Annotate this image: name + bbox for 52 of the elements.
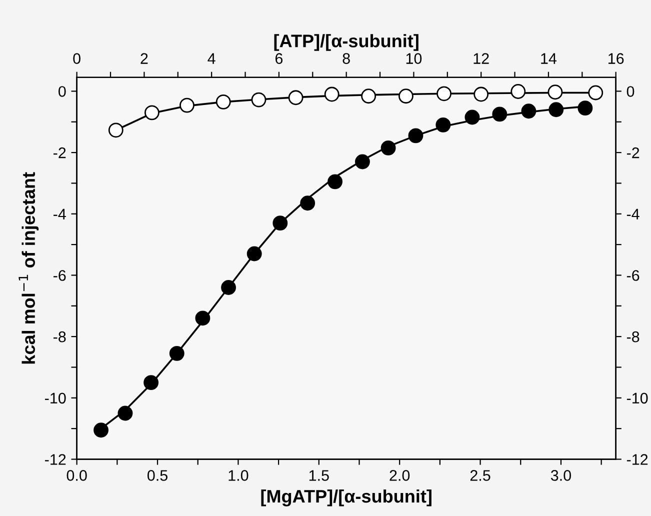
- point: [492, 106, 508, 122]
- x-tick-label: 2.0: [390, 470, 410, 481]
- y-tick-label: -10: [45, 392, 66, 404]
- point: [548, 102, 564, 118]
- x2-tick-label: 0: [73, 53, 80, 64]
- x2-tick-label: 14: [541, 53, 557, 64]
- x-tick-label: 0.0: [66, 470, 87, 481]
- point: [355, 154, 370, 170]
- y-tick-label: -6: [53, 270, 66, 281]
- x2-axis-title: [ATP]/[α-subunit]: [274, 34, 418, 51]
- y-tick-label: -4: [53, 208, 66, 220]
- x-tick-label: 1.0: [228, 470, 248, 481]
- point: [521, 104, 536, 119]
- x-tick-label: 1.5: [309, 470, 329, 481]
- x-tick-label: 2.5: [470, 470, 490, 481]
- point: [272, 216, 288, 231]
- point: [169, 346, 184, 361]
- x2-tick-label: 16: [608, 53, 624, 64]
- point: [328, 174, 342, 190]
- point: [118, 406, 133, 421]
- point: [221, 280, 236, 295]
- x2-tick-label: 2: [140, 53, 148, 64]
- y-tick-label: 0: [58, 86, 66, 97]
- point: [408, 128, 424, 144]
- y2-tick-label: 0: [626, 86, 634, 97]
- point: [300, 196, 316, 211]
- y2-tick-label: -4: [626, 208, 640, 220]
- point: [464, 110, 480, 125]
- y2-tick-label: -8: [626, 331, 640, 342]
- x-tick-label: 0.5: [147, 470, 168, 481]
- y2-tick-label: -10: [626, 392, 648, 404]
- x2-tick-label: 10: [406, 53, 422, 64]
- point: [380, 140, 396, 156]
- point: [94, 422, 108, 438]
- x2-tick-label: 8: [342, 53, 350, 64]
- y-tick-label: -8: [53, 331, 66, 342]
- y-tick-label: -2: [53, 147, 66, 158]
- y-axis-title: kcal mol$^{−1}$ of injectant: [18, 172, 39, 364]
- point: [144, 375, 159, 390]
- x-axis-title: [MgATP]/[α-subunit]: [261, 489, 432, 506]
- x-tick-label: 3.0: [550, 470, 571, 481]
- y2-tick-label: -6: [626, 270, 640, 281]
- y-tick-label: -12: [45, 454, 66, 465]
- point: [195, 310, 210, 326]
- point: [436, 117, 451, 132]
- x2-tick-label: 12: [474, 53, 489, 64]
- y2-tick-label: -2: [626, 147, 640, 158]
- y2-tick-label: -12: [626, 454, 648, 465]
- x2-tick-label: 6: [275, 53, 283, 64]
- point: [246, 246, 262, 262]
- point: [578, 100, 593, 116]
- x2-tick-label: 4: [208, 53, 216, 64]
